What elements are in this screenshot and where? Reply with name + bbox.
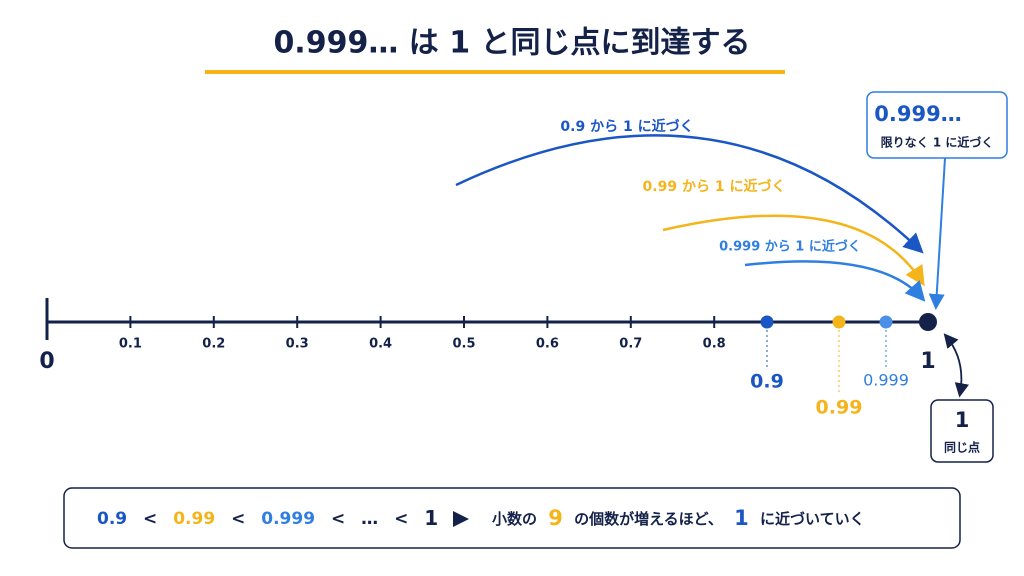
footer-text: 0.9 < 0.99 < 0.999 < … < 1 xyxy=(97,506,438,530)
footer-part: … xyxy=(361,509,378,529)
same-text: 同じ点 xyxy=(944,440,980,455)
footer-part: 0.99 xyxy=(173,509,215,529)
tick-label: 0.7 xyxy=(619,337,642,352)
same-arrow xyxy=(943,333,969,398)
footer-part: 小数の xyxy=(492,510,537,528)
point-label: 0.9 xyxy=(750,371,784,393)
end-label: 1 xyxy=(920,349,935,374)
footer-part: 0.9 xyxy=(97,509,127,529)
arc-label: 0.999 から 1 に近づく xyxy=(719,239,861,255)
point-one xyxy=(919,313,937,331)
tick-label: 0.8 xyxy=(703,337,726,352)
callout-box xyxy=(866,91,1008,159)
tick-label: 0.2 xyxy=(202,337,225,352)
title: 0.999… は 1 と同じ点に到達する xyxy=(273,26,750,61)
tick-label: 0.4 xyxy=(369,337,392,352)
footer-part: の個数が増えるほど、 xyxy=(574,510,723,528)
point xyxy=(879,315,893,329)
arc xyxy=(455,134,924,254)
tick-label: 0.6 xyxy=(536,337,559,352)
footer-triangle xyxy=(453,511,469,527)
callout-value: 0.999… xyxy=(874,102,961,126)
footer-part: < xyxy=(231,509,245,529)
arc-label: 0.99 から 1 に近づく xyxy=(643,178,786,195)
tick-label: 0.5 xyxy=(452,337,475,352)
point-label: 0.99 xyxy=(816,397,863,419)
footer-part: に近づいていく xyxy=(760,510,865,528)
footer-part: < xyxy=(331,509,345,529)
footer-part: 9 xyxy=(548,506,563,530)
footer-part: 0.999 xyxy=(261,509,315,529)
footer-part: 1 xyxy=(734,506,749,530)
footer-box xyxy=(63,487,961,549)
same-value: 1 xyxy=(955,408,970,432)
start-label: 0 xyxy=(39,349,54,374)
tick-label: 0.3 xyxy=(286,337,309,352)
footer-text: 小数の 9 の個数が増えるほど、 1 に近づいていく xyxy=(492,506,865,530)
arc xyxy=(662,214,925,287)
arc xyxy=(744,260,926,302)
same-box xyxy=(930,399,994,463)
tick-label: 0.1 xyxy=(119,337,142,352)
footer-part: 1 xyxy=(424,506,438,530)
footer-part: < xyxy=(143,509,157,529)
point-label: 0.999 xyxy=(863,371,909,390)
point xyxy=(760,315,774,329)
arc-label: 0.9 から 1 に近づく xyxy=(560,118,693,135)
callout-text: 限りなく 1 に近づく xyxy=(881,135,994,150)
footer-part: < xyxy=(394,509,408,529)
number-line xyxy=(45,298,928,340)
callout-arrow xyxy=(928,157,946,310)
point xyxy=(832,315,846,329)
